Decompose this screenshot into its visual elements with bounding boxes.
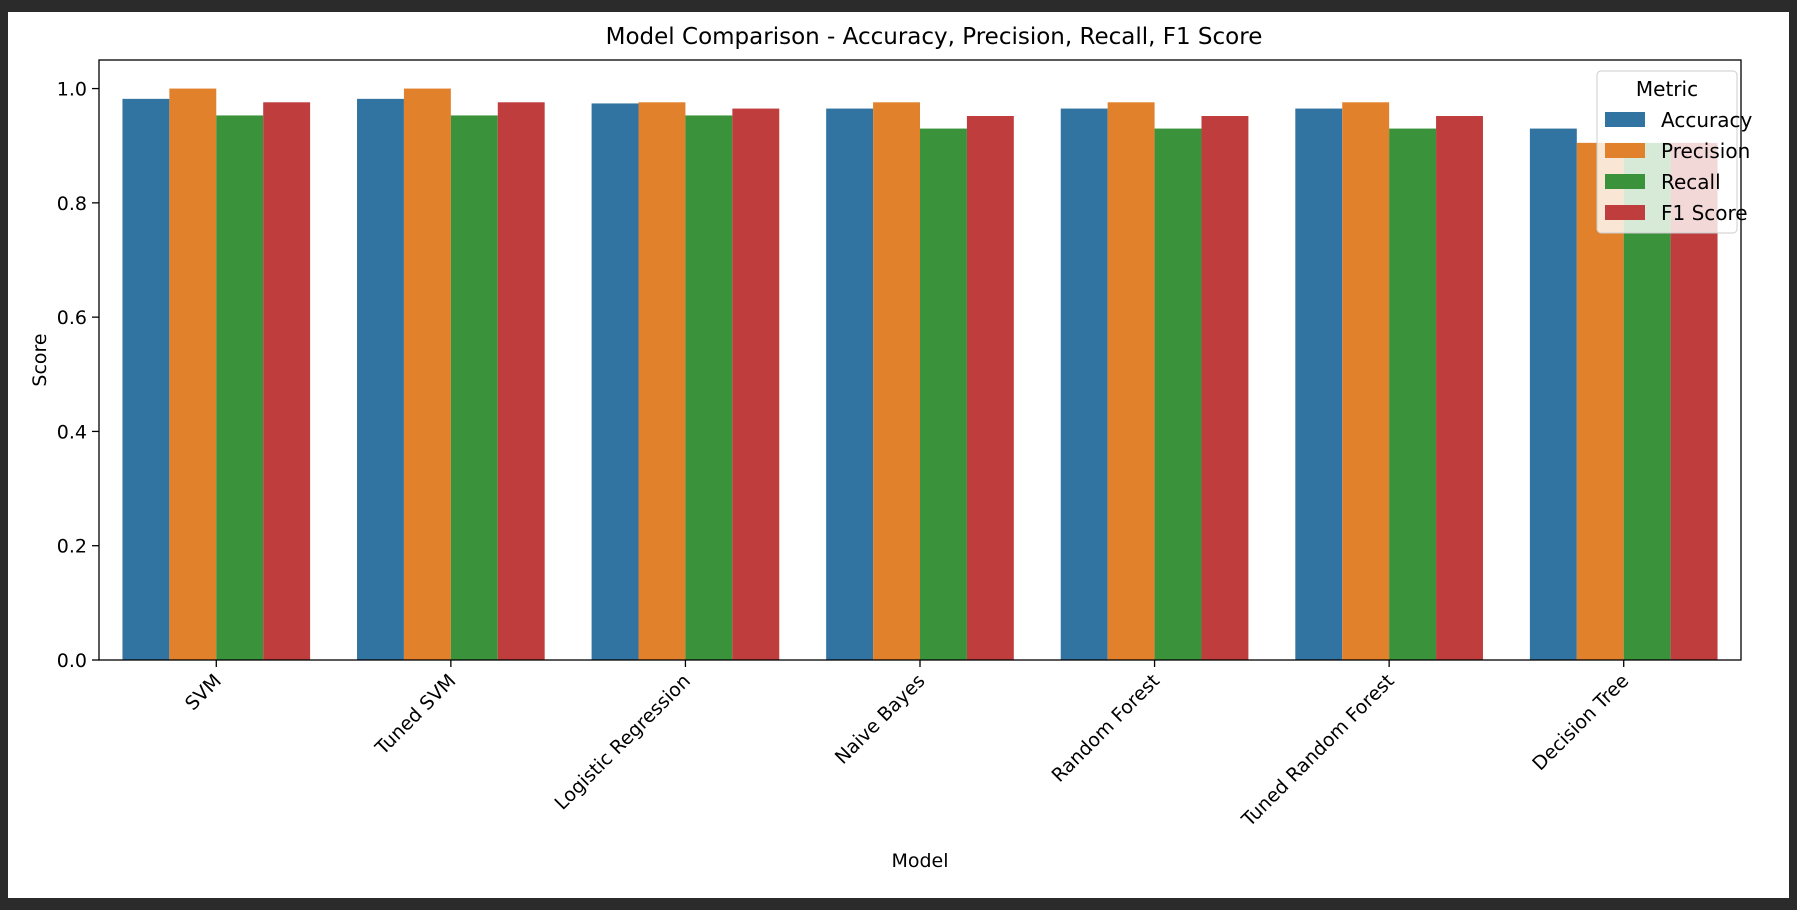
bar-recall-logistic-regression	[685, 115, 733, 661]
bar-chart: Model Comparison - Accuracy, Precision, …	[29, 24, 1752, 872]
legend-swatch-precision	[1605, 143, 1645, 158]
bar-recall-svm	[216, 115, 264, 661]
legend-label: Accuracy	[1661, 108, 1752, 132]
bar-accuracy-naive-bayes	[826, 108, 874, 660]
bar-f1-score-logistic-regression	[732, 108, 780, 660]
y-tick-label: 0.0	[57, 650, 87, 672]
bar-precision-naive-bayes	[873, 102, 920, 661]
bar-f1-score-naive-bayes	[966, 116, 1014, 660]
bar-precision-tuned-random-forest	[1342, 102, 1390, 661]
bar-recall-random-forest	[1154, 128, 1202, 660]
legend-swatch-recall	[1605, 174, 1645, 189]
bar-precision-random-forest	[1107, 102, 1155, 661]
bar-precision-svm	[169, 88, 217, 660]
x-tick-label: Logistic Regression	[551, 670, 695, 814]
bar-f1-score-random-forest	[1201, 116, 1249, 660]
bar-recall-tuned-random-forest	[1389, 128, 1437, 660]
bar-precision-tuned-svm	[403, 88, 451, 660]
legend-title: Metric	[1636, 77, 1698, 101]
x-tick-label: Naive Bayes	[831, 670, 930, 769]
bar-recall-tuned-svm	[450, 115, 498, 661]
y-tick-label: 1.0	[57, 79, 87, 101]
legend-label: Recall	[1661, 170, 1721, 194]
bar-f1-score-tuned-svm	[497, 102, 545, 661]
legend-swatch-f1-score	[1605, 205, 1645, 220]
x-axis-label: Model	[891, 850, 948, 872]
y-tick-label: 0.2	[57, 536, 87, 558]
y-tick-label: 0.8	[57, 193, 87, 215]
bar-accuracy-tuned-random-forest	[1295, 108, 1343, 660]
legend-label: F1 Score	[1661, 201, 1748, 225]
bar-accuracy-logistic-regression	[591, 103, 639, 661]
y-tick-label: 0.6	[57, 307, 87, 329]
x-tick-label: SVM	[181, 670, 226, 715]
x-tick-label: Tuned Random Forest	[1237, 670, 1399, 832]
y-tick-label: 0.4	[57, 421, 87, 443]
y-axis-label: Score	[29, 333, 51, 386]
bar-accuracy-decision-tree	[1529, 128, 1577, 660]
bar-accuracy-tuned-svm	[357, 98, 404, 661]
bar-accuracy-svm	[122, 98, 170, 661]
chart-title: Model Comparison - Accuracy, Precision, …	[606, 24, 1263, 50]
x-tick-label: Tuned SVM	[371, 670, 461, 760]
bar-accuracy-random-forest	[1060, 108, 1108, 660]
legend-box	[1596, 70, 1738, 234]
bar-f1-score-tuned-random-forest	[1436, 116, 1483, 660]
legend-label: Precision	[1661, 139, 1750, 163]
bar-f1-score-svm	[263, 102, 311, 661]
bars-layer	[122, 88, 1718, 661]
bar-recall-naive-bayes	[920, 128, 967, 660]
x-tick-label: Random Forest	[1047, 670, 1164, 787]
chart-figure: Model Comparison - Accuracy, Precision, …	[8, 12, 1789, 898]
y-axis: 0.0 0.2 0.4 0.6 0.8 1.0	[57, 79, 99, 672]
x-axis: SVM Tuned SVM Logistic Regression Naive Bay…	[181, 660, 1633, 832]
legend-swatch-accuracy	[1605, 112, 1645, 127]
x-tick-label: Decision Tree	[1528, 670, 1633, 775]
legend: Metric Accuracy Precision Recall F1 Score	[1596, 70, 1752, 234]
bar-precision-logistic-regression	[638, 102, 686, 661]
